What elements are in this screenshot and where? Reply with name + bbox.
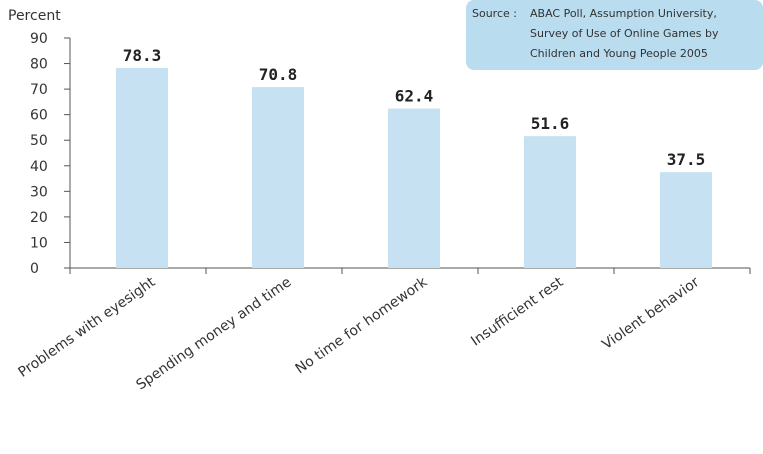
value-label: 78.3 xyxy=(123,46,162,65)
source-label: Source : xyxy=(472,7,517,20)
y-tick-label: 30 xyxy=(30,184,48,200)
y-axis-label: Percent xyxy=(8,8,61,24)
source-box xyxy=(466,0,763,70)
value-label: 37.5 xyxy=(667,150,706,169)
bar xyxy=(252,87,304,268)
x-tick-label: Spending money and time xyxy=(133,274,294,393)
value-label: 70.8 xyxy=(259,65,298,84)
x-tick-label: Problems with eyesight xyxy=(16,274,159,381)
y-tick-label: 50 xyxy=(30,133,48,149)
bar xyxy=(524,136,576,268)
x-tick-label: Violent behavior xyxy=(599,274,702,353)
value-label: 62.4 xyxy=(395,87,434,106)
source-text: Survey of Use of Online Games by xyxy=(530,27,719,40)
y-tick-label: 0 xyxy=(30,261,39,277)
x-tick-label: Insufficient rest xyxy=(468,274,567,350)
y-tick-label: 70 xyxy=(30,82,48,98)
y-tick-label: 90 xyxy=(30,31,48,47)
source-text: ABAC Poll, Assumption University, xyxy=(530,7,717,20)
bar xyxy=(388,108,440,269)
value-label: 51.6 xyxy=(531,114,570,133)
bar xyxy=(116,67,168,269)
source-text: Children and Young People 2005 xyxy=(530,47,708,60)
bar xyxy=(660,172,712,268)
x-tick-label: No time for homework xyxy=(293,274,431,378)
y-tick-label: 60 xyxy=(30,108,48,124)
y-tick-label: 10 xyxy=(30,235,48,251)
y-tick-label: 40 xyxy=(30,159,48,175)
y-tick-label: 20 xyxy=(30,210,48,226)
y-tick-label: 80 xyxy=(30,57,48,73)
